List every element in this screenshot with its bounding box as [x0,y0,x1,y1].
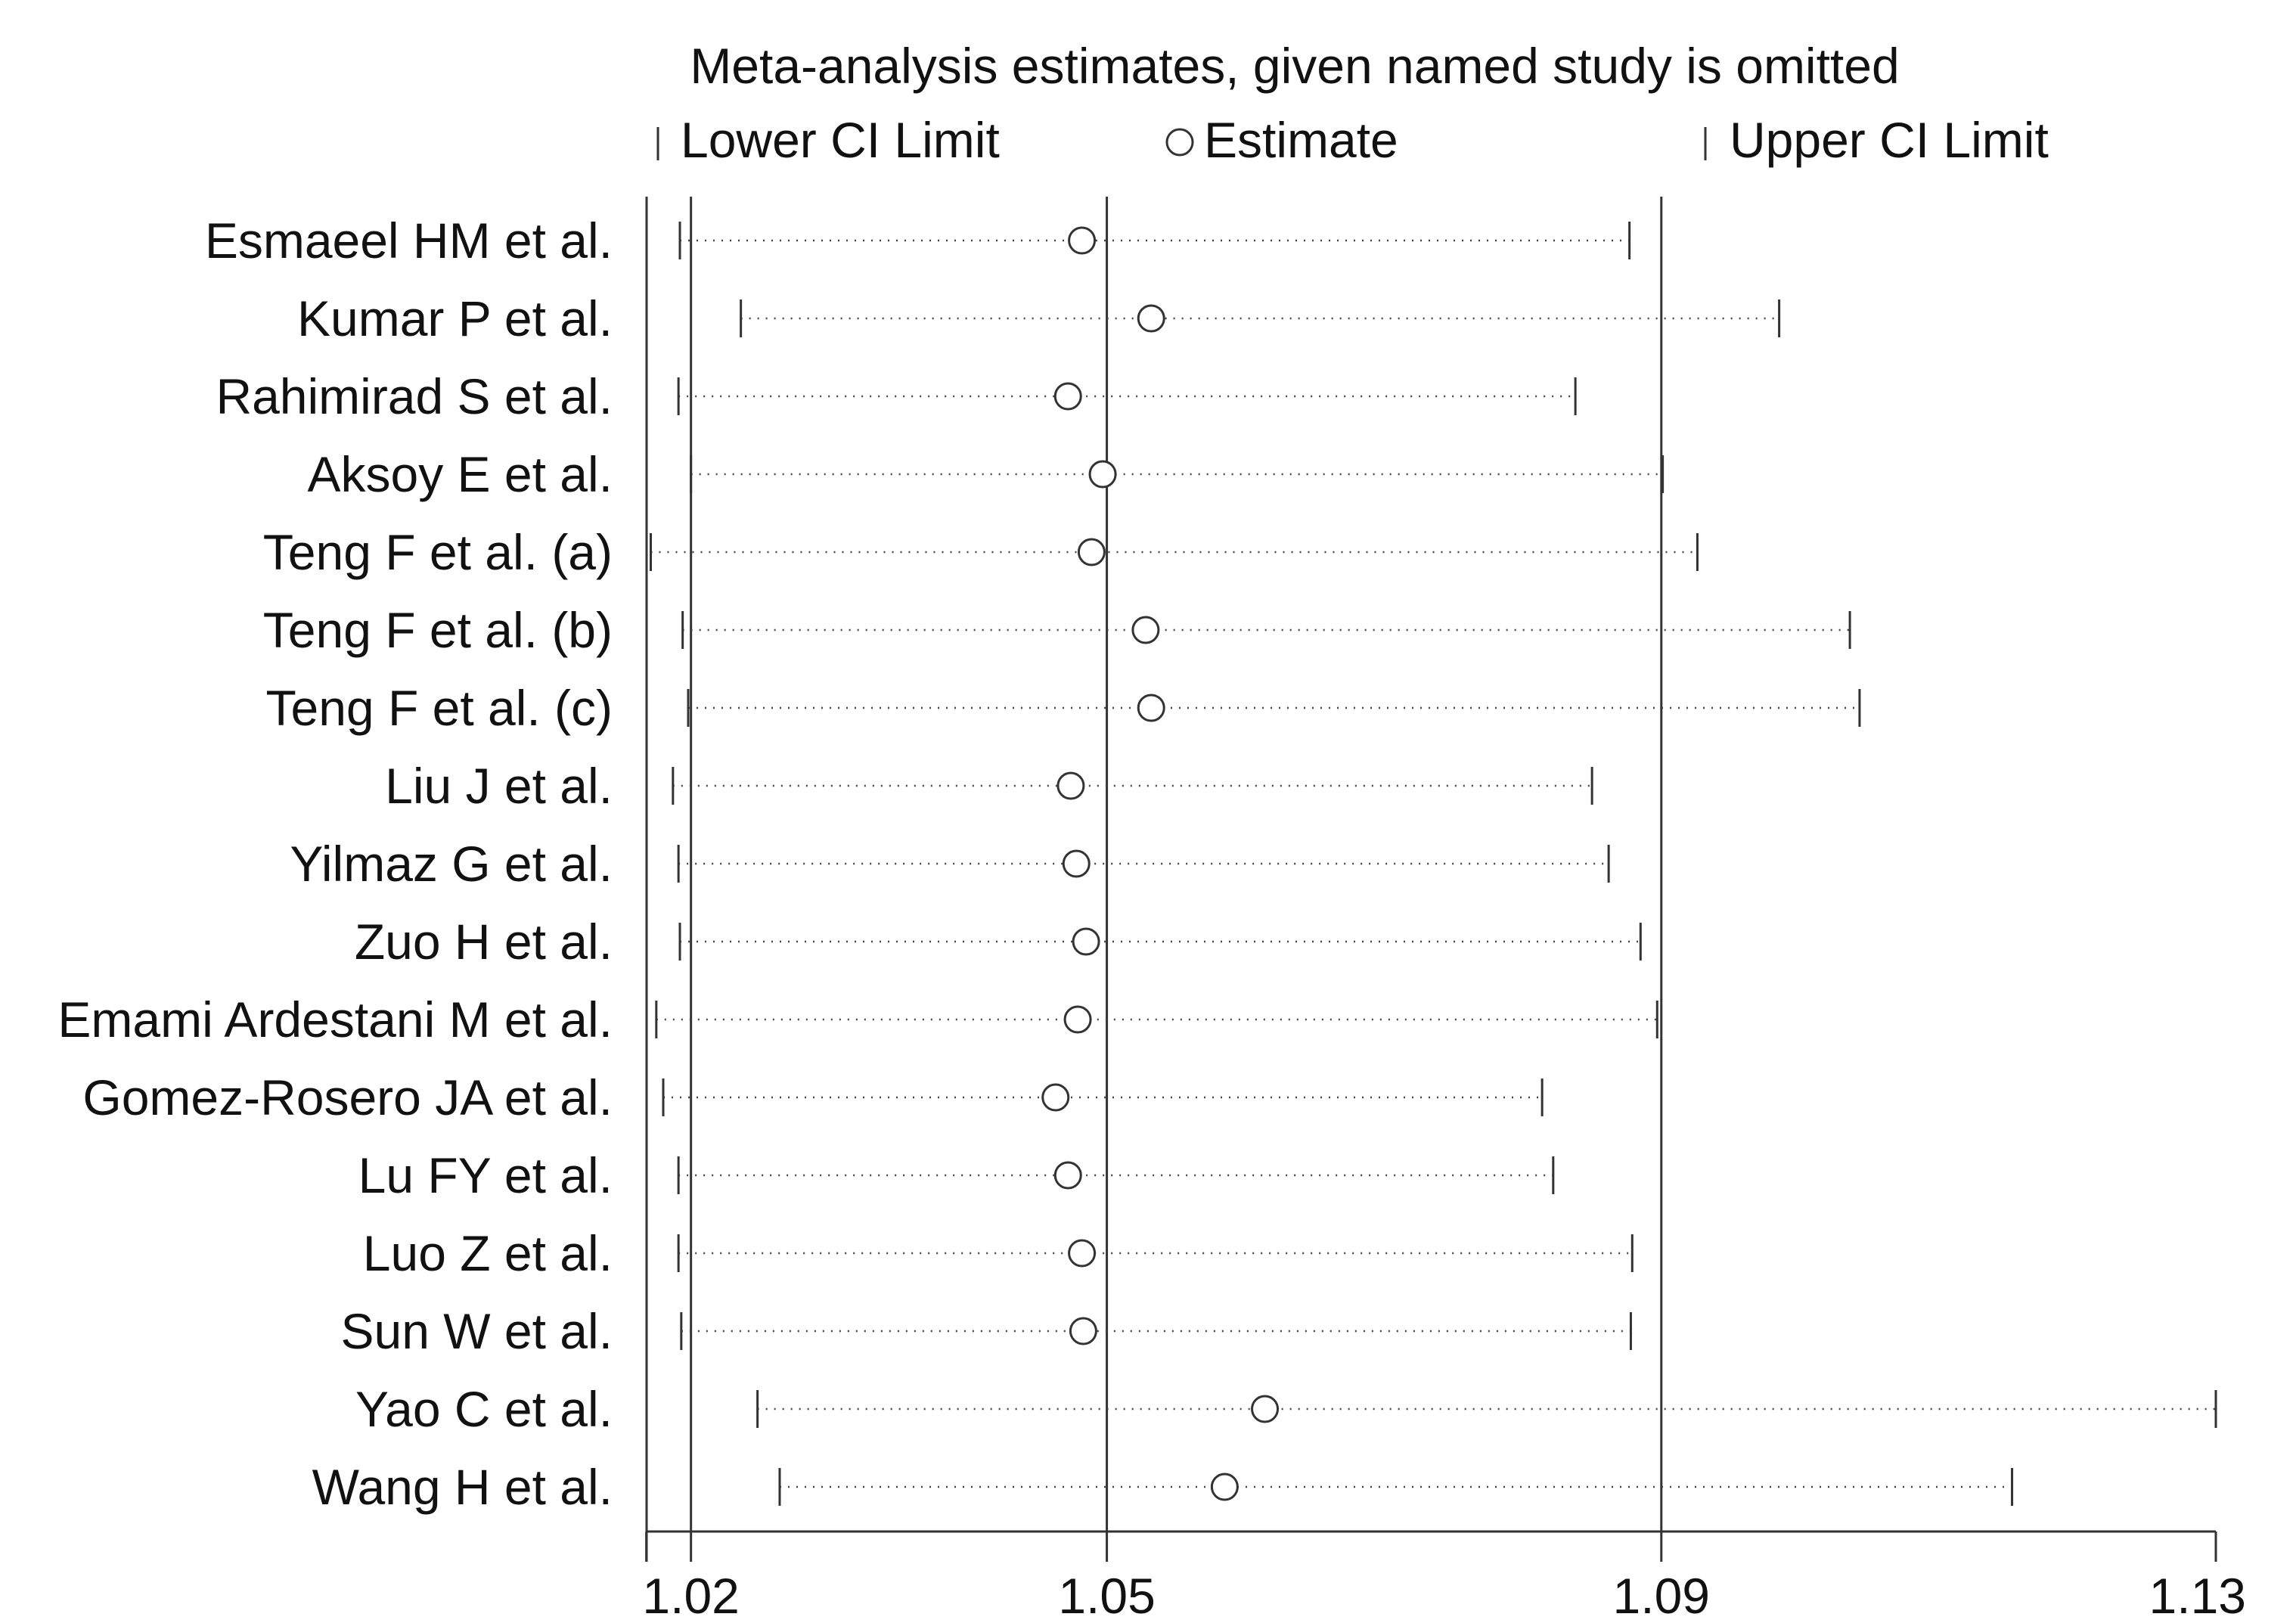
estimate-marker [1137,304,1165,333]
estimate-marker [1053,382,1082,411]
x-tick-label: 1.05 [1058,1568,1155,1620]
study-row: Gomez-Rosero JA et al. [82,1069,1544,1125]
study-label: Aksoy E et al. [307,446,613,502]
plot-frame [645,197,2216,1562]
study-row: Kumar P et al. [297,290,1781,346]
estimate-marker [1062,849,1091,878]
estimate-marker [1251,1395,1280,1423]
study-label: Luo Z et al. [363,1225,613,1281]
study-label: Liu J et al. [385,758,613,814]
study-label: Wang H et al. [312,1459,613,1515]
study-label: Gomez-Rosero JA et al. [82,1069,613,1125]
study-row: Teng F et al. (a) [263,524,1699,580]
x-tick-label: 1.13 [2149,1568,2246,1620]
x-tick-label: 1.09 [1613,1568,1710,1620]
study-label: Lu FY et al. [358,1147,613,1203]
legend: Lower CI Limit Estimate Upper CI Limit [656,112,2049,168]
estimate-marker [1068,226,1097,255]
legend-upper-ci-label: Upper CI Limit [1730,112,2049,168]
estimate-marker [1053,1161,1082,1190]
study-row: Rahimirad S et al. [216,368,1577,424]
study-label: Teng F et al. (c) [266,680,613,736]
estimate-marker [1068,1239,1097,1268]
study-row: Yilmaz G et al. [290,836,1610,892]
estimate-marker [1072,927,1100,956]
study-row: Luo Z et al. [363,1225,1634,1281]
estimate-marker [1056,771,1085,800]
estimate-marker [1041,1083,1070,1112]
study-row: Teng F et al. (b) [263,602,1851,658]
study-row: Sun W et al. [341,1303,1632,1359]
x-tick-label: 1.02 [642,1568,739,1620]
study-row: Esmaeel HM et al. [205,213,1631,268]
estimate-marker [1077,538,1106,566]
study-row: Liu J et al. [385,758,1593,814]
estimate-marker [1210,1473,1239,1501]
chart-title: Meta-analysis estimates, given named stu… [690,38,1899,94]
study-row: Aksoy E et al. [307,446,1665,502]
estimate-marker [1069,1317,1097,1345]
estimate-marker [1088,460,1117,489]
legend-estimate-label: Estimate [1204,112,1398,168]
study-row: Wang H et al. [312,1459,2014,1515]
study-row: Emami Ardestani M et al. [57,992,1658,1047]
study-label: Kumar P et al. [297,290,613,346]
estimate-marker [1063,1005,1092,1034]
study-label: Yao C et al. [355,1381,613,1437]
study-row: Lu FY et al. [358,1147,1555,1203]
study-label: Teng F et al. (a) [263,524,613,580]
study-label: Esmaeel HM et al. [205,213,613,268]
study-label: Sun W et al. [341,1303,613,1359]
study-row: Yao C et al. [355,1381,2217,1437]
study-label: Yilmaz G et al. [290,836,613,892]
legend-lower-ci-label: Lower CI Limit [681,112,1000,168]
study-label: Rahimirad S et al. [216,368,613,424]
estimate-marker [1137,694,1165,722]
study-row: Zuo H et al. [355,914,1642,970]
study-label: Emami Ardestani M et al. [57,992,613,1047]
legend-estimate-marker [1165,128,1194,157]
estimate-marker [1131,616,1160,644]
study-label: Zuo H et al. [355,914,613,970]
study-label: Teng F et al. (b) [263,602,613,658]
study-row: Teng F et al. (c) [266,680,1861,736]
